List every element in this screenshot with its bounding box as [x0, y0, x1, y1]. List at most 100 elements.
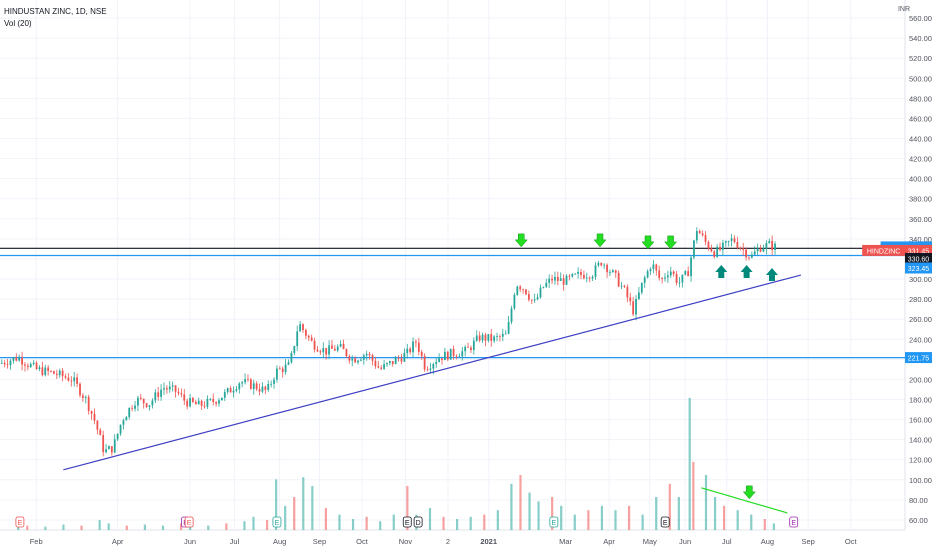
volume-bar [483, 514, 486, 530]
candle-body [704, 235, 707, 242]
price-tag: HINDZINC 331.45 [862, 244, 932, 256]
candle-body [559, 278, 562, 281]
candle-body [215, 402, 218, 404]
candle-body [365, 353, 368, 356]
candle-body [403, 353, 406, 362]
candle-body [664, 277, 666, 279]
event-marker: E [549, 516, 559, 528]
candle-body [600, 262, 603, 266]
candle-body [258, 389, 261, 392]
price-tag-name-bg [862, 244, 905, 256]
candle-body [90, 411, 93, 414]
price-tag: 323.45 [905, 262, 932, 274]
volume-bar [338, 514, 341, 530]
candle-body [131, 407, 134, 409]
candle-body [542, 286, 545, 288]
candle-body [423, 356, 426, 370]
candle-body [522, 289, 524, 291]
candle-body [70, 380, 73, 382]
candle-body [629, 297, 632, 302]
arrow-up-icon [715, 265, 728, 279]
candle-body [148, 405, 151, 407]
trendlines[interactable] [63, 274, 802, 514]
candle-body [128, 407, 131, 418]
volume-bar [243, 521, 246, 530]
candle-body [609, 272, 611, 273]
price-tick-label: 540.00 [909, 34, 932, 43]
candle-body [18, 357, 21, 361]
volume-bar [284, 505, 287, 530]
candle-body [583, 275, 585, 279]
candle-body [759, 248, 762, 252]
event-marker-label: E [663, 520, 668, 527]
candle-body [47, 367, 50, 372]
chart-legend: HINDUSTAN ZINC, 1D, NSE Vol (20) [4, 6, 107, 30]
candle-body [0, 362, 3, 364]
candle-body [652, 264, 655, 269]
candle-body [316, 349, 319, 352]
candle-body [730, 238, 733, 241]
candle-body [727, 240, 730, 242]
candle-body [452, 348, 455, 356]
candle-body [449, 348, 452, 360]
candle-body [733, 238, 736, 242]
candle-body [499, 336, 501, 337]
candle-body [666, 275, 669, 278]
candle-body [41, 367, 44, 375]
candle-body [284, 364, 287, 373]
candle-body [568, 275, 571, 277]
price-tag-value: 323.45 [908, 266, 930, 273]
candle-body [684, 271, 687, 275]
candle-body [64, 376, 67, 378]
candle-body [426, 369, 429, 371]
candle-body [99, 429, 102, 436]
price-tick-label: 80.00 [909, 496, 928, 505]
volume-bar [225, 523, 228, 530]
candle-body [620, 285, 623, 287]
candle-body [655, 264, 658, 271]
volume-bar [600, 505, 604, 530]
candle-body [716, 246, 719, 257]
candle-body [345, 349, 348, 357]
candle-body [299, 324, 301, 332]
candle-body [487, 334, 490, 341]
candle-body [360, 359, 362, 361]
candle-body [168, 386, 171, 390]
candle-body [742, 248, 745, 250]
candle-body [232, 390, 235, 393]
event-markers[interactable]: EEEEEDEEE [15, 516, 799, 528]
candle-body [96, 420, 99, 430]
candle-body [267, 384, 270, 390]
candle-body [160, 389, 162, 397]
volume-bar [80, 525, 83, 530]
candle-body [588, 277, 591, 279]
price-tick-label: 300.00 [909, 275, 932, 284]
volume-bar [469, 516, 472, 530]
candle-body [507, 321, 510, 334]
candle-body [328, 345, 330, 355]
event-marker: E [660, 516, 670, 528]
event-marker: E [15, 516, 25, 528]
time-tick-label: Aug [761, 537, 774, 546]
candle-body [87, 396, 90, 412]
volume-bar [456, 519, 459, 530]
candle-body [116, 433, 119, 440]
candle-body [701, 233, 704, 236]
candles [0, 227, 776, 457]
time-tick-label: Jul [722, 537, 732, 546]
horizontal-levels [0, 247, 905, 359]
time-tick-label: Aug [273, 537, 286, 546]
candle-body [35, 362, 38, 369]
candle-body [632, 301, 635, 315]
candle-body [481, 334, 484, 341]
candle-body [235, 389, 238, 391]
candle-body [536, 297, 539, 300]
candle-body [221, 397, 223, 401]
time-tick-label: Oct [356, 537, 369, 546]
arrow-down-icon [641, 235, 655, 250]
volume-bar [510, 483, 513, 530]
candle-body [200, 400, 203, 406]
volume-indicator-label[interactable]: Vol (20) [4, 19, 32, 28]
